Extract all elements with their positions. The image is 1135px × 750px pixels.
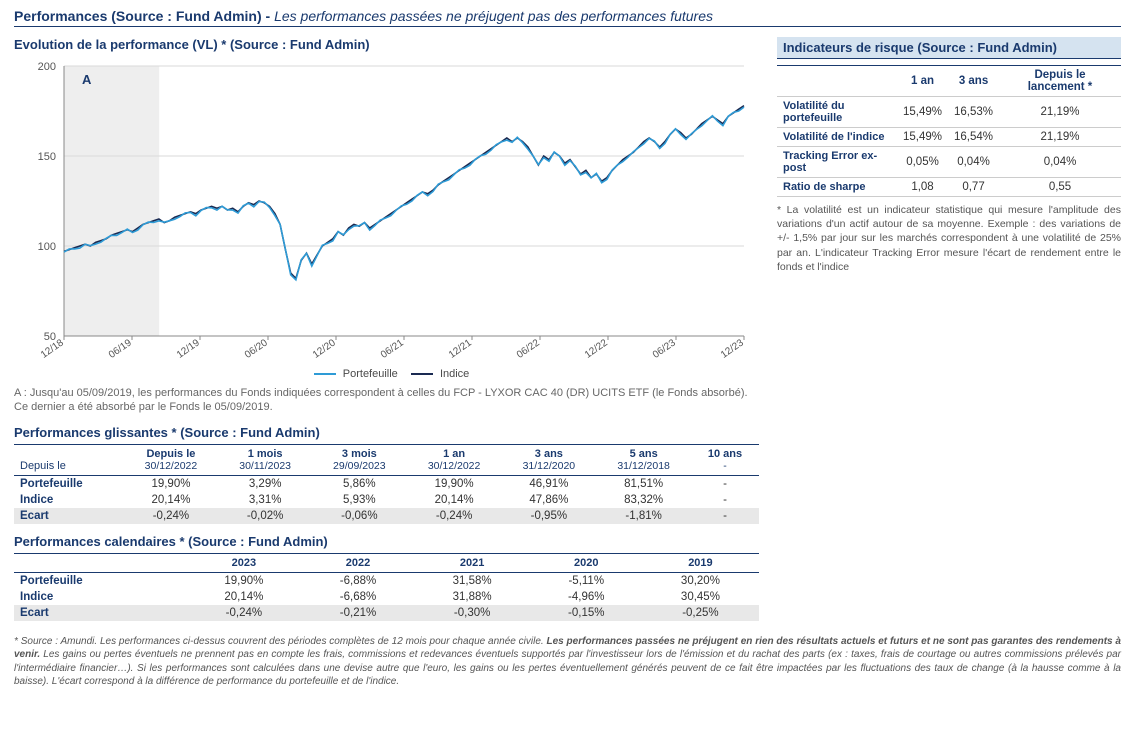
performance-chart: 5010015020012/1806/1912/1906/2012/2006/2…: [14, 56, 759, 366]
risk-cell: 21,19%: [999, 128, 1121, 147]
calendar-cell: -0,25%: [642, 605, 759, 621]
risk-row-label: Volatilité de l'indice: [777, 128, 897, 147]
rolling-cell: 3,31%: [218, 492, 312, 508]
risk-table: 1 an3 ansDepuis le lancement *Volatilité…: [777, 65, 1121, 197]
calendar-cell: 30,45%: [642, 589, 759, 605]
calendar-cell: 31,58%: [414, 572, 531, 589]
rolling-cell: 5,86%: [312, 475, 407, 492]
svg-text:150: 150: [38, 151, 56, 163]
svg-text:06/22: 06/22: [515, 337, 542, 361]
risk-cell: 0,04%: [999, 147, 1121, 178]
calendar-cell: -0,21%: [302, 605, 413, 621]
calendar-cell: 20,14%: [185, 589, 302, 605]
calendar-cell: -0,30%: [414, 605, 531, 621]
risk-cell: 0,77: [948, 178, 999, 197]
calendar-cell: 19,90%: [185, 572, 302, 589]
rolling-cell: -: [691, 508, 759, 524]
risk-cell: 21,19%: [999, 97, 1121, 128]
title-prefix: Performances (Source : Fund Admin) -: [14, 8, 274, 24]
svg-text:12/20: 12/20: [311, 337, 338, 361]
rolling-row-label: Ecart: [14, 508, 124, 524]
risk-cell: 0,55: [999, 178, 1121, 197]
risk-cell: 1,08: [897, 178, 948, 197]
legend-label-portefeuille: Portefeuille: [343, 368, 398, 380]
calendar-cell: -0,24%: [185, 605, 302, 621]
legend-label-indice: Indice: [440, 368, 469, 380]
calendar-cell: -6,88%: [302, 572, 413, 589]
rolling-cell: -0,95%: [501, 508, 596, 524]
risk-cell: 16,53%: [948, 97, 999, 128]
svg-text:12/19: 12/19: [175, 337, 202, 361]
svg-text:100: 100: [38, 241, 56, 253]
footnote-prefix: * Source : Amundi. Les performances ci-d…: [14, 636, 547, 647]
risk-cell: 0,05%: [897, 147, 948, 178]
rolling-cell: -: [691, 475, 759, 492]
calendar-table: 20232022202120202019Portefeuille19,90%-6…: [14, 553, 759, 621]
rolling-cell: -0,06%: [312, 508, 407, 524]
svg-text:06/21: 06/21: [379, 337, 406, 361]
calendar-cell: -5,11%: [531, 572, 642, 589]
rolling-title: Performances glissantes * (Source : Fund…: [14, 425, 759, 440]
calendar-row-label: Indice: [14, 589, 185, 605]
risk-row-label: Tracking Error ex-post: [777, 147, 897, 178]
calendar-cell: 31,88%: [414, 589, 531, 605]
rolling-cell: -: [691, 492, 759, 508]
calendar-cell: -4,96%: [531, 589, 642, 605]
svg-text:06/19: 06/19: [107, 337, 134, 361]
chart-note-a: A : Jusqu'au 05/09/2019, les performance…: [14, 386, 759, 415]
rolling-cell: 20,14%: [124, 492, 219, 508]
svg-text:06/20: 06/20: [243, 337, 270, 361]
risk-row-label: Volatilité du portefeuille: [777, 97, 897, 128]
svg-text:12/23: 12/23: [719, 337, 746, 361]
rolling-cell: 83,32%: [596, 492, 691, 508]
rolling-table: Depuis leDepuis le30/12/20221 mois30/11/…: [14, 444, 759, 524]
title-italic: Les performances passées ne préjugent pa…: [274, 8, 713, 24]
risk-cell: 15,49%: [897, 128, 948, 147]
risk-cell: 0,04%: [948, 147, 999, 178]
calendar-title: Performances calendaires * (Source : Fun…: [14, 534, 759, 549]
risk-cell: 16,54%: [948, 128, 999, 147]
rolling-cell: -0,02%: [218, 508, 312, 524]
svg-text:12/22: 12/22: [583, 337, 610, 361]
svg-text:A: A: [82, 72, 92, 87]
risk-title: Indicateurs de risque (Source : Fund Adm…: [777, 37, 1121, 59]
rolling-row-label: Portefeuille: [14, 475, 124, 492]
risk-footnote: * La volatilité est un indicateur statis…: [777, 203, 1121, 274]
footnote-suffix: Les gains ou pertes éventuels ne prennen…: [14, 649, 1121, 687]
rolling-cell: 46,91%: [501, 475, 596, 492]
legend-swatch-portefeuille: [314, 373, 336, 375]
rolling-row-label: Indice: [14, 492, 124, 508]
calendar-cell: -0,15%: [531, 605, 642, 621]
rolling-cell: 3,29%: [218, 475, 312, 492]
calendar-cell: -6,68%: [302, 589, 413, 605]
rolling-cell: -1,81%: [596, 508, 691, 524]
calendar-cell: 30,20%: [642, 572, 759, 589]
rolling-cell: 19,90%: [407, 475, 502, 492]
rolling-cell: 47,86%: [501, 492, 596, 508]
rolling-cell: 19,90%: [124, 475, 219, 492]
svg-text:200: 200: [38, 61, 56, 73]
rolling-cell: 5,93%: [312, 492, 407, 508]
svg-text:12/21: 12/21: [447, 337, 474, 361]
calendar-row-label: Portefeuille: [14, 572, 185, 589]
chart-legend: Portefeuille Indice: [14, 368, 759, 380]
calendar-row-label: Ecart: [14, 605, 185, 621]
page-title: Performances (Source : Fund Admin) - Les…: [14, 8, 1121, 27]
bottom-footnote: * Source : Amundi. Les performances ci-d…: [14, 635, 1121, 689]
legend-swatch-indice: [411, 373, 433, 376]
svg-text:06/23: 06/23: [651, 337, 678, 361]
rolling-cell: 81,51%: [596, 475, 691, 492]
risk-cell: 15,49%: [897, 97, 948, 128]
risk-row-label: Ratio de sharpe: [777, 178, 897, 197]
rolling-cell: -0,24%: [407, 508, 502, 524]
rolling-cell: -0,24%: [124, 508, 219, 524]
chart-title: Evolution de la performance (VL) * (Sour…: [14, 37, 759, 52]
rolling-cell: 20,14%: [407, 492, 502, 508]
